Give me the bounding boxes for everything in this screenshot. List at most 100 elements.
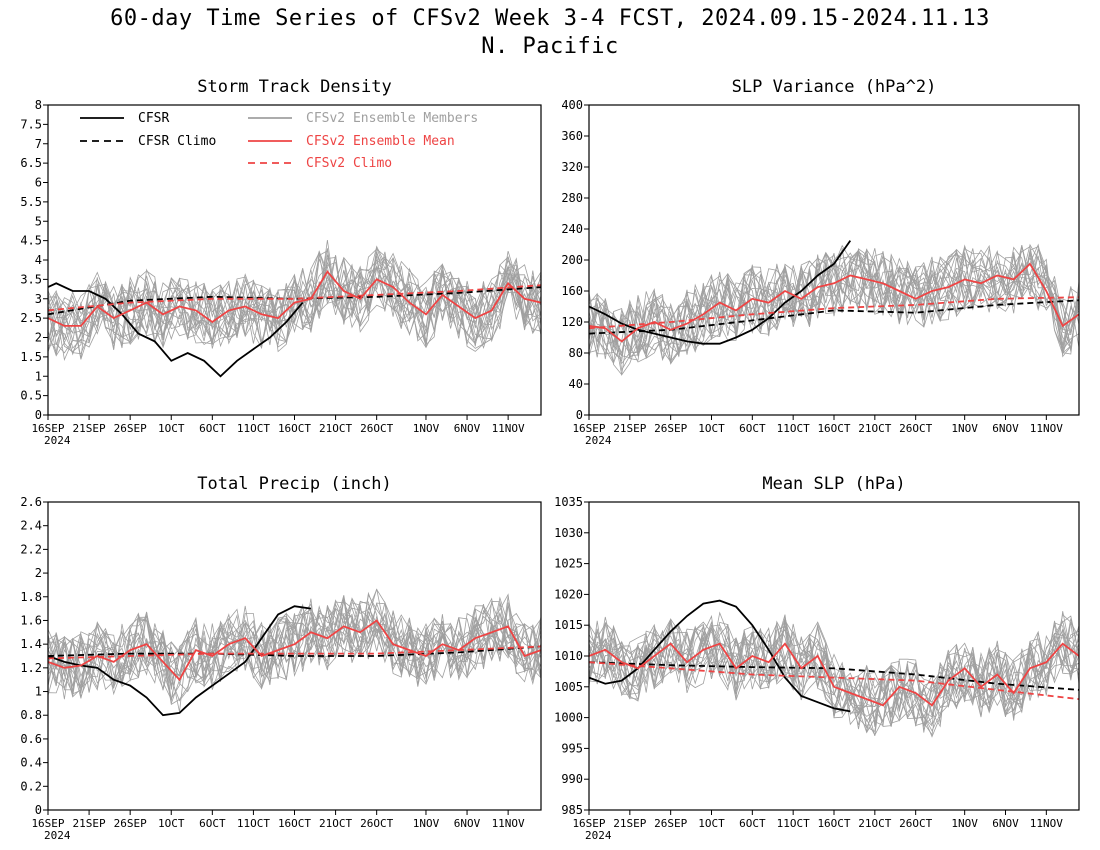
ensemble-member-line: [588, 618, 1080, 730]
x-year-label: 2024: [585, 434, 612, 447]
y-tick-label: 2.2: [20, 542, 42, 556]
ensemble-member-line: [47, 600, 542, 700]
x-tick-label: 26SEP: [114, 422, 147, 435]
ensemble-member-line: [47, 593, 542, 706]
y-tick-label: 280: [561, 191, 583, 205]
y-tick-label: 2: [35, 566, 42, 580]
x-tick-label: 26OCT: [360, 422, 393, 435]
y-tick-label: 0.2: [20, 779, 42, 793]
ensemble-mean-line: [588, 642, 1080, 707]
plot-frame: [588, 104, 1080, 416]
ensemble-mean-line: [588, 262, 1080, 343]
x-tick-label: 11OCT: [237, 422, 270, 435]
y-tick-label: 1030: [554, 526, 583, 540]
y-tick-label: 1000: [554, 711, 583, 725]
x-tick-label: 26SEP: [114, 817, 147, 830]
y-tick-label: 0.8: [20, 708, 42, 722]
legend-entry: CFSv2 Climo: [306, 156, 392, 171]
x-tick-label: 11NOV: [492, 422, 525, 435]
cfsr-climo-line: [47, 645, 542, 657]
ensemble-member-line: [47, 255, 542, 354]
x-tick-label: 1OCT: [698, 422, 725, 435]
y-tick-label: 5.5: [20, 195, 42, 209]
y-tick-label: 2.4: [20, 519, 42, 533]
x-tick-label: 6OCT: [739, 422, 766, 435]
x-tick-label: 1NOV: [951, 422, 978, 435]
y-tick-label: 1005: [554, 680, 583, 694]
cfsr-line: [47, 282, 304, 378]
legend-entry: CFSR Climo: [138, 134, 216, 149]
figure-title: 60-day Time Series of CFSv2 Week 3-4 FCS…: [110, 6, 990, 31]
y-tick-label: 985: [561, 803, 583, 817]
ensemble-member-line: [47, 248, 542, 355]
x-tick-label: 6NOV: [454, 817, 481, 830]
y-tick-label: 400: [561, 98, 583, 112]
ensemble-member-line: [47, 596, 542, 686]
y-tick-label: 2: [35, 331, 42, 345]
cfsr-climo-line: [47, 286, 542, 316]
x-tick-label: 21OCT: [319, 422, 352, 435]
y-tick-label: 0.4: [20, 756, 42, 770]
x-tick-label: 11NOV: [492, 817, 525, 830]
y-tick-label: 1.6: [20, 613, 42, 627]
ensemble-member-line: [588, 249, 1080, 365]
legend-entry: CFSv2 Ensemble Members: [306, 111, 478, 126]
x-tick-label: 21SEP: [73, 817, 106, 830]
y-tick-label: 1010: [554, 649, 583, 663]
y-tick-label: 0: [35, 803, 42, 817]
y-tick-label: 1: [35, 369, 42, 383]
ensemble-member-line: [588, 245, 1080, 359]
x-tick-label: 16SEP: [31, 422, 64, 435]
ensemble-member-line: [588, 619, 1080, 733]
y-tick-label: 7.5: [20, 117, 42, 131]
x-tick-label: 16OCT: [278, 817, 311, 830]
ensemble-member-line: [588, 611, 1080, 724]
ensemble-member-line: [47, 605, 542, 696]
plot-frame: [47, 104, 542, 416]
cfsv2-climo-line: [47, 645, 542, 660]
x-tick-label: 21OCT: [858, 422, 891, 435]
panel-title: Storm Track Density: [197, 77, 391, 97]
ensemble-member-line: [47, 250, 542, 361]
x-tick-label: 16OCT: [817, 817, 850, 830]
plot-frame: [588, 501, 1080, 811]
y-tick-label: 0.6: [20, 732, 42, 746]
x-tick-label: 6OCT: [739, 817, 766, 830]
ensemble-member-line: [47, 588, 542, 698]
cfsr-line: [47, 605, 312, 717]
ensemble-member-line: [588, 614, 1080, 726]
x-tick-label: 21SEP: [73, 422, 106, 435]
x-tick-label: 26OCT: [360, 817, 393, 830]
ensemble-member-line: [588, 611, 1080, 737]
x-tick-label: 1OCT: [158, 422, 185, 435]
x-tick-label: 26SEP: [654, 422, 687, 435]
x-tick-label: 21SEP: [613, 817, 646, 830]
y-tick-label: 360: [561, 129, 583, 143]
x-tick-label: 6OCT: [199, 422, 226, 435]
y-tick-label: 200: [561, 253, 583, 267]
y-tick-label: 40: [569, 377, 583, 391]
y-tick-label: 4: [35, 253, 42, 267]
cfsr-line: [588, 599, 851, 713]
x-tick-label: 1OCT: [158, 817, 185, 830]
x-tick-label: 26OCT: [899, 422, 932, 435]
x-tick-label: 16OCT: [817, 422, 850, 435]
ensemble-member-line: [588, 246, 1080, 364]
x-tick-label: 6NOV: [454, 422, 481, 435]
x-year-label: 2024: [585, 829, 612, 842]
y-tick-label: 2.6: [20, 495, 42, 509]
y-tick-label: 160: [561, 284, 583, 298]
y-tick-label: 7: [35, 137, 42, 151]
x-tick-label: 1OCT: [698, 817, 725, 830]
panel-title: SLP Variance (hPa^2): [732, 77, 937, 97]
y-tick-label: 5: [35, 214, 42, 228]
y-tick-label: 6: [35, 176, 42, 190]
x-tick-label: 1NOV: [951, 817, 978, 830]
y-tick-label: 1025: [554, 557, 583, 571]
y-tick-label: 995: [561, 741, 583, 755]
cfsv2-climo-line: [47, 284, 542, 312]
y-tick-label: 1015: [554, 618, 583, 632]
x-tick-label: 26SEP: [654, 817, 687, 830]
y-tick-label: 0: [35, 408, 42, 422]
y-tick-label: 240: [561, 222, 583, 236]
